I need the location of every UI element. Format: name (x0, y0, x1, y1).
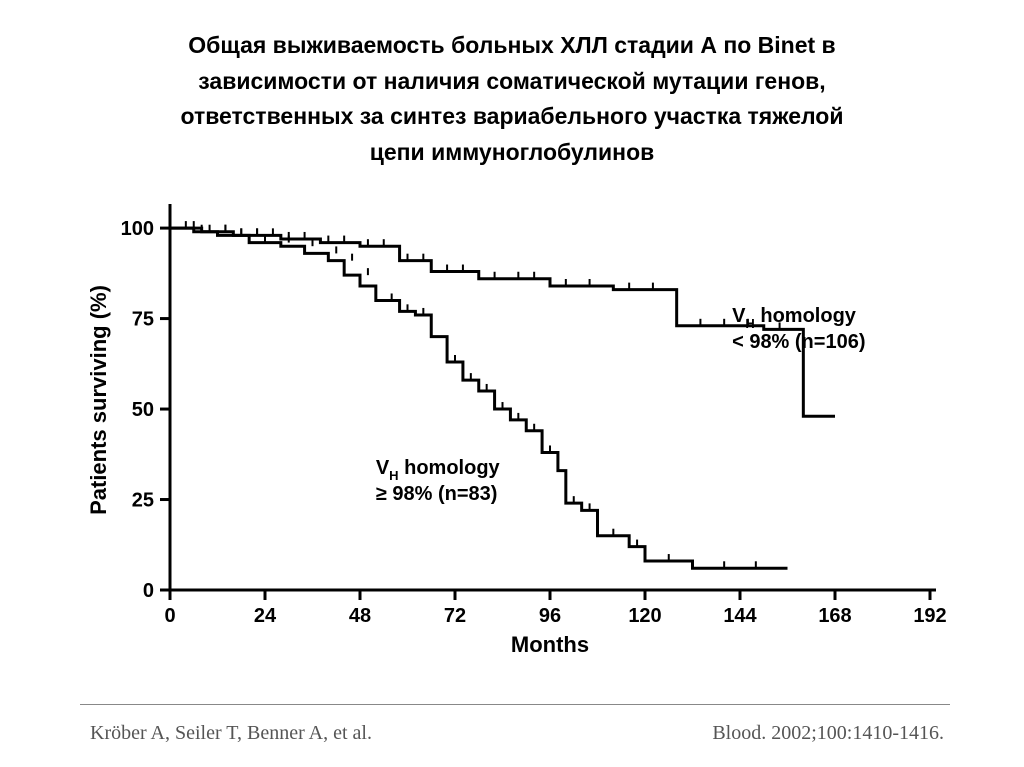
x-tick-label: 72 (444, 605, 466, 627)
series-label2-low_homology: < 98% (n=106) (732, 331, 865, 353)
x-tick-label: 0 (164, 605, 175, 627)
x-tick-label: 168 (818, 605, 851, 627)
y-axis-label: Patients surviving (%) (86, 285, 111, 515)
x-tick-label: 192 (913, 605, 946, 627)
y-tick-label: 75 (132, 309, 154, 331)
title-line: Общая выживаемость больных ХЛЛ стадии А … (60, 28, 964, 64)
y-tick-label: 50 (132, 399, 154, 421)
y-tick-label: 25 (132, 490, 154, 512)
x-tick-label: 120 (628, 605, 661, 627)
x-tick-label: 96 (539, 605, 561, 627)
y-tick-label: 0 (143, 580, 154, 602)
chart-svg: 0 24 48 72 96 120 144 168 192 0 25 50 75 100 Months Pat… (80, 200, 950, 670)
series-label2-high_homology: ≥ 98% (n=83) (376, 483, 498, 505)
title-line: ответственных за синтез вариабельного уч… (60, 99, 964, 135)
x-tick-label: 24 (254, 605, 277, 627)
title-line: цепи иммуноглобулинов (60, 135, 964, 171)
y-tick-label: 100 (121, 218, 154, 240)
citation-authors: Kröber A, Seiler T, Benner A, et al. (90, 722, 372, 745)
citation-divider (80, 704, 950, 705)
slide-title: Общая выживаемость больных ХЛЛ стадии А … (0, 0, 1024, 171)
citation-journal: Blood. 2002;100:1410-1416. (712, 722, 944, 745)
x-tick-label: 48 (349, 605, 371, 627)
citation: Kröber A, Seiler T, Benner A, et al. Blo… (0, 722, 1024, 745)
series-label-low_homology: VH homology (732, 305, 857, 331)
x-axis-label: Months (511, 632, 589, 657)
series-label-high_homology: VH homology (376, 457, 501, 483)
title-line: зависимости от наличия соматической мута… (60, 64, 964, 100)
slide: Общая выживаемость больных ХЛЛ стадии А … (0, 0, 1024, 767)
x-tick-label: 144 (723, 605, 757, 627)
survival-chart: 0 24 48 72 96 120 144 168 192 0 25 50 75 100 Months Pat… (80, 200, 950, 670)
